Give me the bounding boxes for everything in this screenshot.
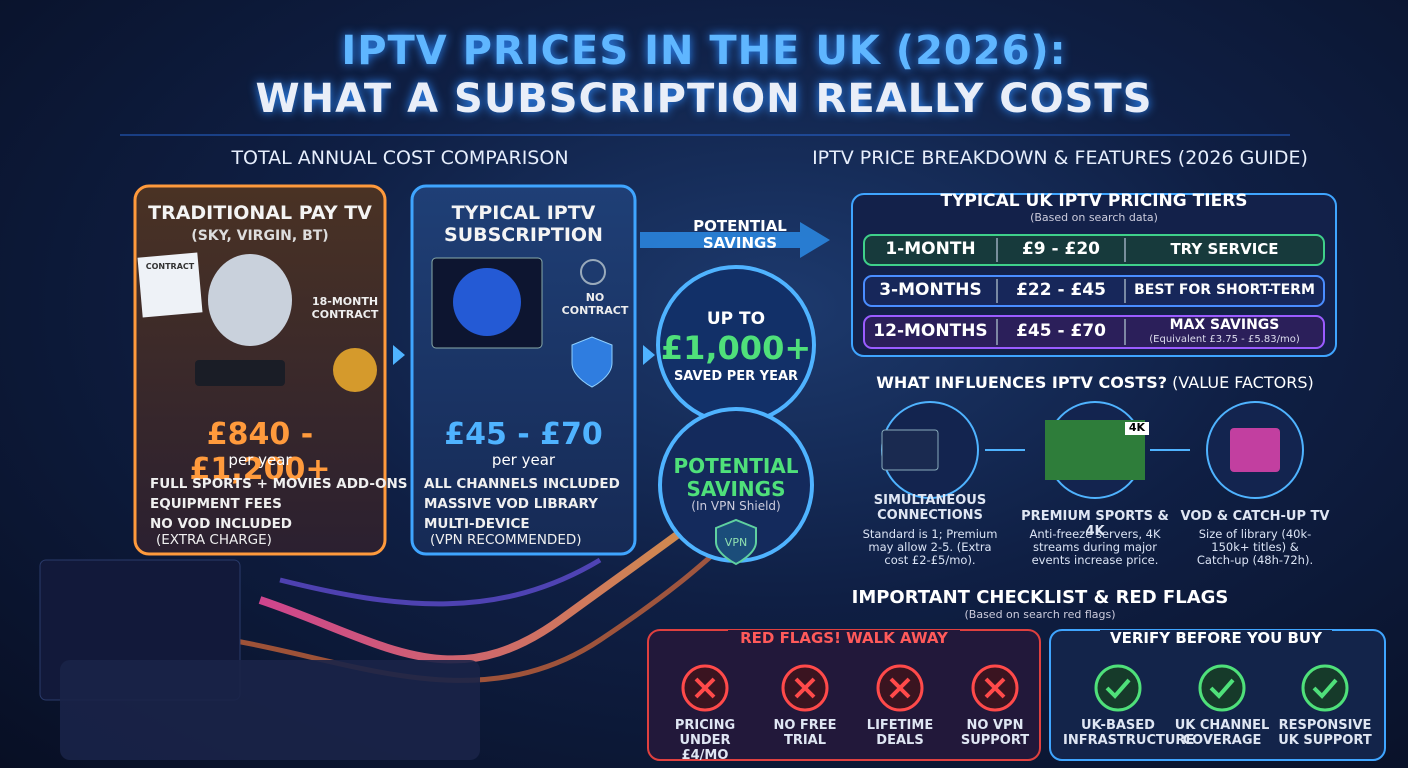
tiers-subtitle: (Based on search data): [1030, 211, 1158, 224]
savings-label: POTENTIAL SAVINGS: [693, 217, 787, 253]
factor-title: VOD & CATCH-UP TV: [1180, 509, 1330, 524]
bullet: EQUIPMENT FEES: [150, 496, 282, 512]
bullet: NO VOD INCLUDED: [150, 516, 293, 532]
icon-label: 18-MONTH CONTRACT: [311, 295, 379, 321]
tier-cell: 1-MONTH: [885, 239, 976, 259]
card-subtitle: (SKY, VIRGIN, BT): [191, 228, 329, 244]
verify-item: RESPONSIVE UK SUPPORT: [1278, 718, 1372, 748]
factor-text: Anti-freeze servers, 4K streams during m…: [1029, 527, 1161, 568]
icon-label: NO CONTRACT: [561, 291, 629, 317]
period: per year: [491, 451, 556, 469]
savings-text: SAVED PER YEAR: [673, 369, 799, 384]
tier-cell: £9 - £20: [1021, 239, 1101, 259]
tier-cell: BEST FOR SHORT-TERM: [1134, 282, 1315, 298]
card-title: TYPICAL IPTV SUBSCRIPTION: [444, 202, 603, 246]
red-flag: PRICING UNDER £4/MO: [674, 718, 736, 763]
price: £45 - £70: [444, 417, 603, 452]
section-heading: IPTV PRICE BREAKDOWN & FEATURES (2026 GU…: [812, 147, 1308, 169]
bullet-note: (VPN RECOMMENDED): [430, 532, 582, 548]
card-title: TRADITIONAL PAY TV: [148, 202, 372, 224]
title: IPTV PRICES IN THE UK (2026):: [341, 28, 1067, 74]
tier-cell: TRY SERVICE: [1170, 240, 1279, 258]
tier-cell: 12-MONTHS: [873, 321, 988, 341]
tier-note: (Equivalent £3.75 - £5.83/mo): [1149, 334, 1300, 345]
factors-title: WHAT INFLUENCES IPTV COSTS?: [876, 373, 1168, 392]
section-heading: TOTAL ANNUAL COST COMPARISON: [231, 147, 569, 169]
tiers-title: TYPICAL UK IPTV PRICING TIERS: [940, 191, 1248, 211]
shield-note: (In VPN Shield): [691, 499, 781, 513]
verify-title: VERIFY BEFORE YOU BUY: [1100, 629, 1332, 648]
bullet: FULL SPORTS + MOVIES ADD-ONS: [150, 476, 408, 492]
bullet: MASSIVE VOD LIBRARY: [424, 496, 598, 512]
factors-suffix: (VALUE FACTORS): [1172, 373, 1314, 392]
shield-icon: VPN: [724, 536, 748, 549]
tier-cell: £45 - £70: [1016, 321, 1106, 341]
tier-cell: £22 - £45: [1016, 280, 1106, 300]
red-flag: LIFETIME DEALS: [866, 718, 934, 748]
factor-text: Standard is 1; Premium may allow 2-5. (E…: [862, 527, 998, 568]
red-flag: NO FREE TRIAL: [773, 718, 837, 748]
verify-item: UK CHANNEL COVERAGE: [1174, 718, 1270, 748]
icon-label: CONTRACT: [145, 262, 195, 271]
checklist-subtitle: (Based on search red flags): [964, 608, 1116, 621]
red-flags-title: RED FLAGS! WALK AWAY: [728, 629, 960, 648]
tier-cell: 3-MONTHS: [879, 280, 982, 300]
bullet: MULTI-DEVICE: [424, 516, 530, 532]
savings-text: UP TO: [706, 309, 766, 329]
shield-title: POTENTIAL SAVINGS: [673, 454, 799, 501]
period: per year: [228, 451, 292, 469]
factor-title: PREMIUM SPORTS & 4K: [1021, 509, 1169, 539]
title: WHAT A SUBSCRIPTION REALLY COSTS: [255, 76, 1153, 122]
verify-item: UK-BASED INFRASTRUCTURE: [1063, 718, 1195, 748]
bullet-note: (EXTRA CHARGE): [156, 532, 272, 548]
bullet: ALL CHANNELS INCLUDED: [424, 476, 620, 492]
price: £840 - £1,200+: [189, 417, 331, 487]
checklist-title: IMPORTANT CHECKLIST & RED FLAGS: [851, 587, 1229, 608]
factor-text: Size of library (40k-150k+ titles) & Cat…: [1196, 527, 1314, 568]
red-flag: NO VPN SUPPORT: [960, 718, 1030, 748]
tier-cell: MAX SAVINGS: [1169, 317, 1280, 333]
badge: 4K: [1125, 421, 1149, 435]
factor-title: SIMULTANEOUS CONNECTIONS: [873, 493, 987, 523]
savings-amount: £1,000+: [660, 329, 812, 367]
factors-heading: WHAT INFLUENCES IPTV COSTS? (VALUE FACTO…: [860, 373, 1330, 392]
